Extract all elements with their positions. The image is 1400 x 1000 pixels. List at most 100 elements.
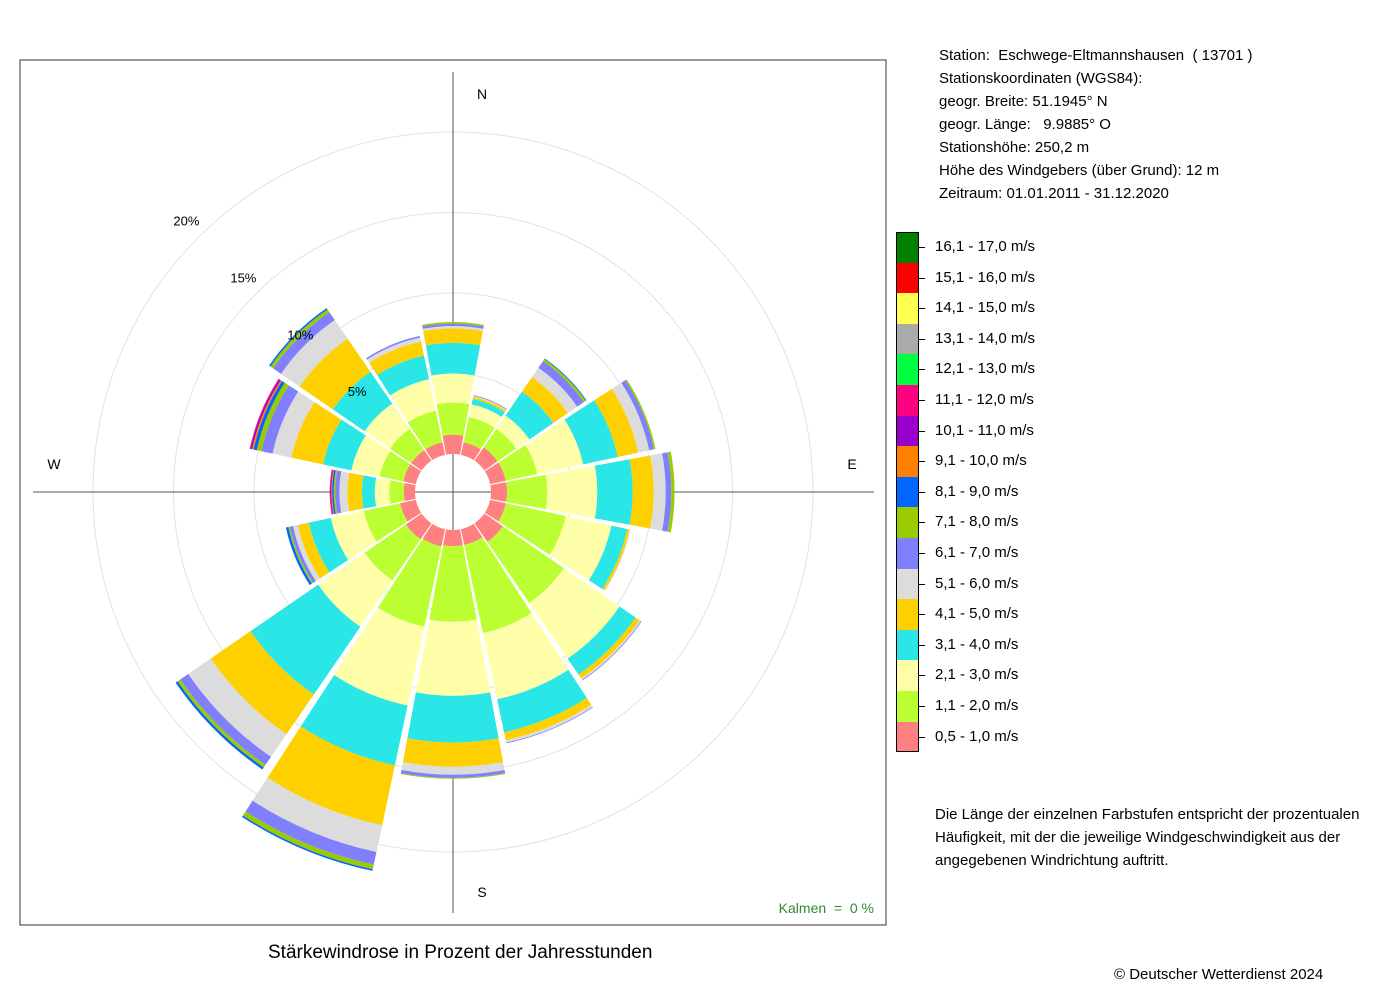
compass-label-N: N (477, 86, 487, 102)
ring-label: 15% (230, 270, 256, 285)
sector-SSE (460, 523, 593, 744)
legend-item: 6,1 - 7,0 m/s (896, 538, 1096, 569)
sector-N-class-3 (431, 373, 475, 404)
sector-W-class-7 (335, 470, 342, 514)
wind-rose-chart: 5% 10% 15% 20% N E S W Kalmen = 0 % (19, 59, 887, 926)
sector-WNW-class-4 (322, 419, 366, 471)
sector-SE-class-5 (578, 617, 640, 679)
sector-E-class-5 (629, 455, 654, 529)
sector-S-class-7 (400, 769, 506, 778)
sector-W-class-5 (347, 472, 364, 512)
sector-ESE (484, 499, 631, 591)
sector-W (329, 469, 416, 515)
sector-WNW-class-9 (253, 380, 285, 451)
legend-label: 12,1 - 13,0 m/s (935, 360, 1036, 378)
sector-SSE-class-4 (497, 669, 587, 733)
sector-W-class-10 (331, 469, 335, 515)
compass-label-S: S (477, 884, 486, 900)
legend-item: 5,1 - 6,0 m/s (896, 568, 1096, 600)
sector-WSW-class-7 (289, 526, 316, 583)
sector-WNW-class-5 (291, 402, 342, 465)
calm-label: Kalmen = 0 % (779, 900, 874, 916)
legend-tick (919, 614, 925, 616)
sector-NW-class-5 (299, 338, 371, 410)
sector-NNW-class-3 (390, 379, 436, 423)
sector-E (490, 451, 675, 533)
sector-NNW-class-2 (407, 410, 443, 450)
sector-S (400, 529, 506, 779)
legend-label: 13,1 - 14,0 m/s (935, 329, 1036, 347)
sector-S-class-6 (401, 762, 505, 775)
sector-WSW-class-1 (400, 499, 422, 522)
sector-SSE-class-5 (504, 698, 592, 741)
legend-item: 0,5 - 1,0 m/s (896, 721, 1096, 753)
sector-NNW-class-6 (366, 337, 421, 363)
sector-W-class-2 (389, 480, 405, 504)
sector-NNE (460, 394, 508, 461)
legend-label: 8,1 - 9,0 m/s (935, 482, 1019, 500)
sector-SE (474, 513, 642, 681)
sector-NW-class-1 (411, 450, 432, 471)
sector-ESE-class-4 (588, 525, 628, 589)
legend-item: 7,1 - 8,0 m/s (896, 507, 1096, 538)
sector-E-class-8 (667, 451, 675, 533)
sector-SSW-class-7 (245, 800, 377, 865)
legend-label: 0,5 - 1,0 m/s (935, 727, 1019, 745)
legend-item: 8,1 - 9,0 m/s (896, 476, 1096, 508)
sector-SSE-class-1 (460, 523, 483, 545)
sector-WSW-class-5 (297, 522, 330, 579)
copyright: © Deutscher Wetterdienst 2024 (1114, 966, 1324, 983)
legend-tick (919, 522, 925, 524)
sector-SSW-class-8 (242, 811, 374, 870)
sector-S-class-5 (402, 738, 504, 767)
sector-W-class-6 (339, 471, 350, 513)
sector-ENE (484, 379, 656, 485)
legend-item: 2,1 - 3,0 m/s (896, 660, 1096, 691)
axis-labels: 5% 10% 15% 20% N E S W (47, 86, 856, 900)
sector-N (422, 321, 484, 455)
sector-WSW-class-3 (330, 510, 377, 561)
legend-item: 13,1 - 14,0 m/s (896, 323, 1096, 355)
sector-SSE-class-3 (482, 612, 569, 700)
sector-NNE-class-2 (463, 417, 495, 450)
sector-S-class-1 (443, 529, 463, 547)
sector-SSW-class-4 (300, 675, 408, 766)
sector-WNW-class-10 (252, 380, 283, 450)
sector-E-class-4 (594, 459, 633, 525)
sector-WNW-class-11 (250, 379, 281, 450)
legend-label: 4,1 - 5,0 m/s (935, 605, 1019, 623)
legend-tick (919, 369, 925, 371)
legend-label: 1,1 - 2,0 m/s (935, 697, 1019, 714)
ring-label: 10% (287, 327, 313, 342)
sector-NNW-class-4 (377, 355, 430, 396)
sector-NE (474, 358, 587, 471)
legend-tick (919, 583, 925, 585)
sector-ENE-class-3 (525, 419, 584, 475)
sector-N-class-6 (422, 326, 484, 332)
sector-NNE-class-1 (460, 442, 481, 461)
sector-SW-class-1 (405, 513, 432, 540)
sector-ESE-class-5 (602, 529, 630, 591)
chart-caption: Stärkewindrose in Prozent der Jahresstun… (268, 942, 653, 963)
legend-tick (919, 400, 925, 401)
compass-label-E: E (847, 456, 856, 472)
sector-W-class-9 (332, 469, 336, 515)
sector-WNW (249, 378, 422, 485)
compass-label-W: W (47, 456, 61, 472)
sector-E-class-1 (490, 482, 508, 502)
legend-tick (919, 736, 925, 738)
sector-SW-class-6 (188, 658, 287, 757)
sector-SE-class-1 (474, 513, 503, 542)
legend-tick (919, 644, 925, 646)
legend-item: 12,1 - 13,0 m/s (896, 354, 1096, 385)
sector-ENE-class-1 (484, 462, 506, 485)
sector-NNE-class-6 (473, 395, 507, 411)
sector-S-class-4 (407, 692, 499, 743)
sector-NE-class-3 (496, 415, 530, 449)
sector-WSW-class-8 (288, 526, 314, 584)
sector-SSW (242, 523, 446, 871)
legend-item: 14,1 - 15,0 m/s (896, 293, 1096, 324)
sector-E-class-6 (650, 453, 666, 531)
sector-NW-class-3 (364, 403, 410, 449)
legend-label: 6,1 - 7,0 m/s (935, 544, 1019, 561)
